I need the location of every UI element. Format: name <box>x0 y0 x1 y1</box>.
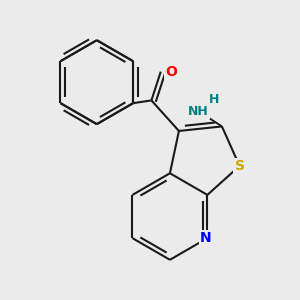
Text: H: H <box>208 93 219 106</box>
Text: S: S <box>235 159 244 173</box>
Text: O: O <box>165 64 177 79</box>
Text: N: N <box>200 231 212 245</box>
Text: NH: NH <box>188 105 209 118</box>
